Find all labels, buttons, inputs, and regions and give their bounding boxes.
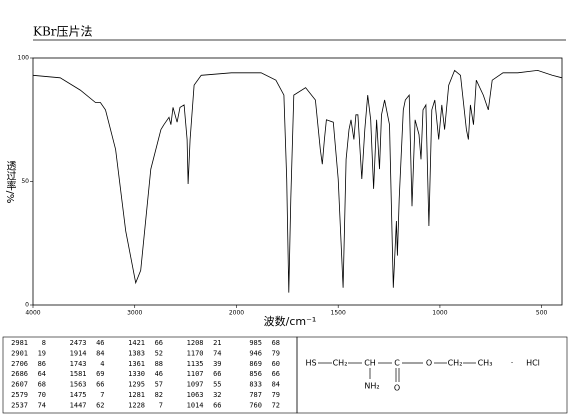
x-tick-label: 2000 bbox=[229, 310, 244, 317]
peak-transmittance: 19 bbox=[38, 349, 46, 357]
peak-wavenumber: 1563 bbox=[70, 381, 87, 389]
peak-wavenumber: 869 bbox=[249, 360, 262, 368]
peak-transmittance: 66 bbox=[155, 339, 163, 347]
peak-wavenumber: 2686 bbox=[11, 370, 28, 378]
peak-transmittance: 84 bbox=[272, 381, 280, 389]
peak-transmittance: 46 bbox=[96, 339, 104, 347]
structure-frame bbox=[296, 336, 568, 414]
structure-atom: C bbox=[394, 359, 400, 368]
peak-transmittance: 32 bbox=[213, 391, 221, 399]
structure-bonds bbox=[318, 362, 476, 382]
peak-wavenumber: 1135 bbox=[187, 360, 204, 368]
peak-transmittance: 69 bbox=[96, 370, 104, 378]
y-tick-label: 100 bbox=[18, 55, 30, 62]
peak-wavenumber: 1914 bbox=[70, 349, 87, 357]
x-tick-label: 3000 bbox=[127, 310, 142, 317]
x-tick-label: 4000 bbox=[25, 310, 40, 317]
structure-atom: CH₂ bbox=[448, 359, 463, 368]
peak-wavenumber: 1097 bbox=[187, 381, 204, 389]
peak-transmittance: 62 bbox=[96, 401, 104, 409]
peak-transmittance: 68 bbox=[272, 339, 280, 347]
peak-wavenumber: 1295 bbox=[128, 381, 145, 389]
peak-wavenumber: 1421 bbox=[128, 339, 145, 347]
y-tick-label: 0 bbox=[25, 302, 29, 309]
structure-atom: CH bbox=[364, 359, 376, 368]
peak-transmittance: 57 bbox=[155, 381, 163, 389]
x-tick-label: 1500 bbox=[331, 310, 346, 317]
peak-transmittance: 64 bbox=[38, 370, 46, 378]
peak-wavenumber: 1447 bbox=[70, 401, 87, 409]
peak-wavenumber: 856 bbox=[249, 370, 262, 378]
plot-frame bbox=[32, 57, 563, 306]
peak-transmittance: 82 bbox=[155, 391, 163, 399]
peak-transmittance: 79 bbox=[272, 391, 280, 399]
x-tick-label: 500 bbox=[536, 310, 548, 317]
peak-wavenumber: 2706 bbox=[11, 360, 28, 368]
peak-wavenumber: 2537 bbox=[11, 401, 28, 409]
peak-transmittance: 7 bbox=[159, 401, 163, 409]
peak-transmittance: 72 bbox=[272, 401, 280, 409]
peak-wavenumber: 1014 bbox=[187, 401, 204, 409]
peak-transmittance: 66 bbox=[213, 401, 221, 409]
peak-wavenumber: 1361 bbox=[128, 360, 145, 368]
peak-wavenumber: 1475 bbox=[70, 391, 87, 399]
peak-transmittance: 8 bbox=[42, 339, 46, 347]
peak-transmittance: 55 bbox=[213, 381, 221, 389]
peak-transmittance: 79 bbox=[272, 349, 280, 357]
peak-transmittance: 7 bbox=[100, 391, 104, 399]
peak-wavenumber: 2579 bbox=[11, 391, 28, 399]
peak-transmittance: 46 bbox=[155, 370, 163, 378]
y-tick-label: 50 bbox=[21, 178, 29, 185]
y-axis-label: 透过率/% bbox=[4, 160, 16, 203]
peak-wavenumber: 946 bbox=[249, 349, 262, 357]
peak-transmittance: 21 bbox=[213, 339, 221, 347]
peak-transmittance: 52 bbox=[155, 349, 163, 357]
peak-transmittance: 74 bbox=[38, 401, 46, 409]
peak-wavenumber: 2473 bbox=[70, 339, 87, 347]
peak-transmittance: 84 bbox=[96, 349, 104, 357]
peak-wavenumber: 1743 bbox=[70, 360, 87, 368]
chart-title: KBr压片法 bbox=[33, 25, 93, 39]
x-tick-label: 1000 bbox=[432, 310, 447, 317]
peak-wavenumber: 2901 bbox=[11, 349, 28, 357]
peak-transmittance: 39 bbox=[213, 360, 221, 368]
peak-transmittance: 60 bbox=[272, 360, 280, 368]
peak-transmittance: 74 bbox=[213, 349, 221, 357]
peak-wavenumber: 1383 bbox=[128, 349, 145, 357]
structure-atom: CH₂ bbox=[333, 359, 348, 368]
x-axis-label: 波数/cm⁻¹ bbox=[264, 315, 317, 328]
peak-wavenumber: 2607 bbox=[11, 381, 28, 389]
peak-wavenumber: 1208 bbox=[187, 339, 204, 347]
peak-wavenumber: 1063 bbox=[187, 391, 204, 399]
structure-atom: O bbox=[426, 359, 432, 368]
structure-atom: HS bbox=[305, 359, 316, 368]
peak-wavenumber: 1281 bbox=[128, 391, 145, 399]
peak-wavenumber: 1581 bbox=[70, 370, 87, 378]
peak-wavenumber: 833 bbox=[249, 381, 262, 389]
structure-dot: · bbox=[511, 359, 514, 368]
peak-transmittance: 70 bbox=[38, 391, 46, 399]
peak-transmittance: 4 bbox=[100, 360, 104, 368]
peak-transmittance: 66 bbox=[96, 381, 104, 389]
peak-wavenumber: 2981 bbox=[11, 339, 28, 347]
peak-wavenumber: 1107 bbox=[187, 370, 204, 378]
peak-wavenumber: 787 bbox=[249, 391, 262, 399]
structure-atom: CH₃ bbox=[478, 359, 493, 368]
peak-wavenumber: 985 bbox=[249, 339, 262, 347]
peak-transmittance: 68 bbox=[38, 381, 46, 389]
structure-carbonyl: O bbox=[394, 384, 400, 393]
spectrum-line bbox=[32, 69, 563, 293]
peak-wavenumber: 1228 bbox=[128, 401, 145, 409]
peak-wavenumber: 1330 bbox=[128, 370, 145, 378]
peak-wavenumber: 760 bbox=[249, 401, 262, 409]
peak-transmittance: 86 bbox=[38, 360, 46, 368]
peak-wavenumber: 1170 bbox=[187, 349, 204, 357]
peak-transmittance: 66 bbox=[272, 370, 280, 378]
peak-transmittance: 88 bbox=[155, 360, 163, 368]
peak-transmittance: 66 bbox=[213, 370, 221, 378]
structure-salt: HCl bbox=[526, 359, 540, 368]
structure-amine: NH₂ bbox=[364, 382, 379, 391]
